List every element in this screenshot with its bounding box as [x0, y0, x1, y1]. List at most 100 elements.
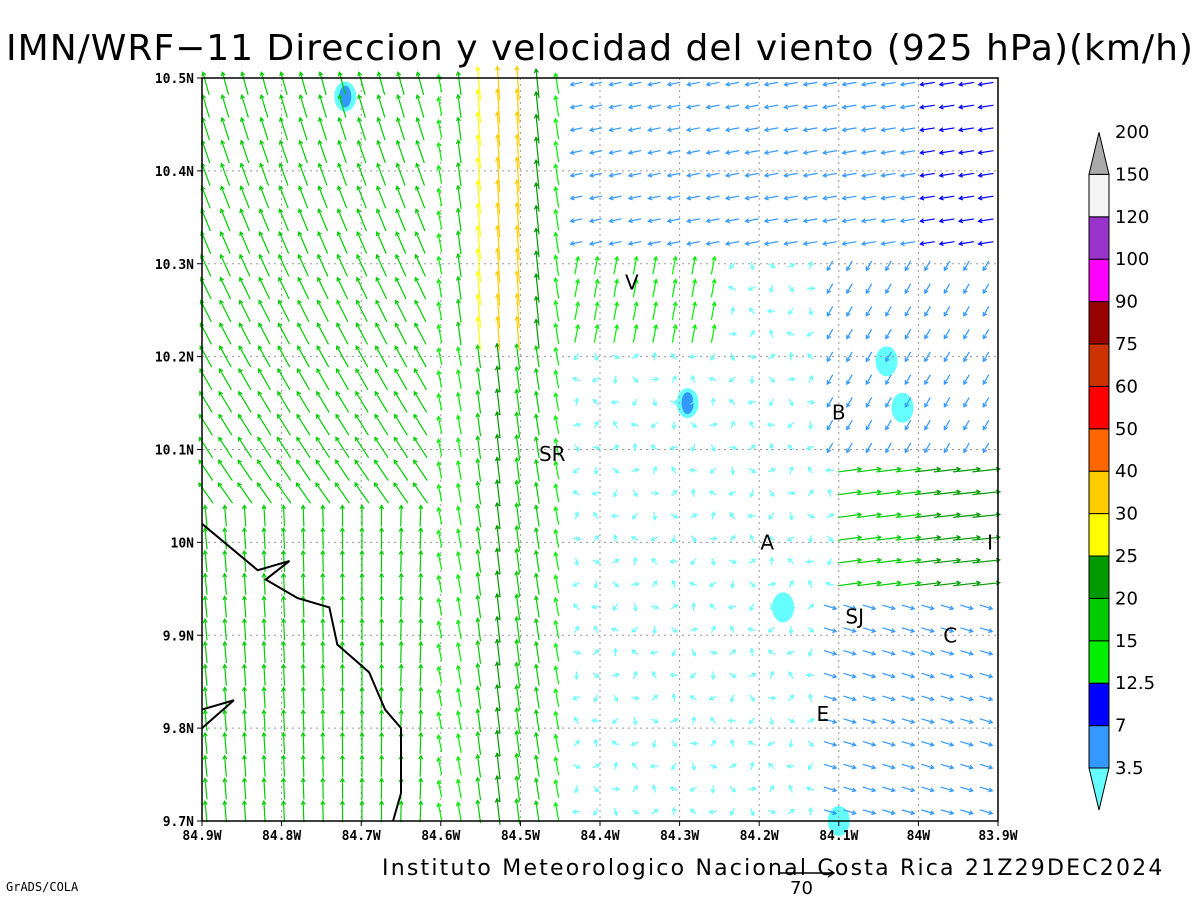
- wind-arrow: [768, 353, 776, 360]
- wind-arrow-shaft: [535, 596, 540, 618]
- wind-arrow: [823, 809, 838, 816]
- wind-arrow: [281, 640, 287, 663]
- wind-arrow-shaft: [277, 368, 291, 391]
- wind-arrow: [650, 422, 658, 428]
- wind-arrow: [436, 141, 443, 161]
- wind-arrow-head: [651, 743, 657, 749]
- wind-arrow: [320, 800, 326, 823]
- wind-arrow: [320, 617, 326, 641]
- wind-arrow-shaft: [837, 468, 862, 473]
- wind-arrow: [862, 627, 877, 634]
- wind-arrow-head: [729, 512, 735, 518]
- wind-arrow-head: [654, 376, 660, 382]
- wind-arrow: [398, 595, 404, 618]
- wind-arrow-head: [533, 136, 539, 142]
- wind-arrow: [686, 104, 700, 110]
- wind-arrow-shaft: [377, 140, 386, 164]
- wind-arrow-shaft: [729, 785, 736, 793]
- wind-arrow-head: [688, 354, 694, 360]
- wind-arrow-head: [220, 93, 226, 100]
- wind-arrow: [686, 172, 700, 178]
- wind-arrow-shaft: [535, 251, 540, 281]
- wind-arrow: [375, 208, 387, 232]
- wind-arrow-shaft: [319, 94, 327, 118]
- wind-arrow-head: [553, 322, 559, 328]
- wind-arrow-head: [957, 241, 964, 247]
- wind-arrow-shaft: [652, 256, 657, 275]
- wind-arrow: [222, 663, 228, 686]
- wind-arrow-head: [300, 572, 306, 578]
- wind-arrow-head: [949, 605, 955, 611]
- wind-arrow-head: [871, 605, 877, 611]
- wind-arrow: [588, 195, 603, 201]
- wind-arrow: [880, 81, 896, 87]
- wind-arrow: [709, 422, 718, 428]
- wind-arrow: [475, 202, 482, 237]
- wind-arrow: [553, 483, 560, 503]
- wind-arrow-head: [415, 139, 421, 145]
- coastline: [201, 523, 402, 822]
- wind-arrow-shaft: [554, 73, 560, 94]
- wind-arrow: [940, 695, 955, 702]
- wind-arrow-head: [259, 71, 265, 77]
- wind-arrow-shaft: [857, 468, 881, 473]
- wind-arrow-shaft: [803, 150, 818, 154]
- wind-arrow-head: [957, 104, 964, 110]
- wind-arrow-head: [929, 787, 935, 793]
- wind-arrow-shaft: [570, 104, 583, 109]
- wind-arrow-shaft: [476, 226, 482, 260]
- wind-arrow-head: [475, 639, 481, 646]
- wind-arrow-head: [553, 778, 559, 785]
- wind-arrow: [613, 323, 620, 343]
- wind-arrow-shaft: [690, 558, 697, 565]
- wind-arrow: [219, 253, 231, 277]
- wind-arrow: [880, 104, 896, 110]
- wind-arrow-head: [281, 504, 287, 510]
- wind-arrow-head: [652, 351, 658, 357]
- wind-arrow-shaft: [457, 574, 462, 594]
- wind-arrow-head: [943, 448, 949, 454]
- wind-arrow-shaft: [589, 195, 603, 200]
- wind-arrow: [953, 580, 982, 587]
- wind-arrow-head: [436, 574, 442, 580]
- wind-arrow: [455, 619, 462, 640]
- wind-arrow-shaft: [865, 260, 873, 271]
- wind-arrow-shaft: [437, 393, 443, 411]
- wind-arrow: [258, 299, 271, 322]
- wind-arrow-shaft: [881, 241, 896, 245]
- wind-arrow-head: [277, 299, 283, 305]
- wind-arrow-shaft: [243, 778, 247, 800]
- wind-arrow-head: [929, 673, 935, 679]
- wind-arrow-shaft: [201, 186, 211, 209]
- wind-arrow-shaft: [725, 150, 740, 154]
- wind-arrow-head: [576, 650, 582, 656]
- wind-arrow: [963, 351, 970, 363]
- wind-arrow-shaft: [416, 94, 425, 118]
- wind-arrow-shaft: [592, 559, 600, 564]
- wind-arrow-shaft: [706, 104, 720, 109]
- wind-arrow-shaft: [628, 81, 642, 86]
- wind-arrow-head: [277, 276, 283, 282]
- wind-arrow: [336, 345, 349, 368]
- wind-arrow-head: [789, 401, 794, 407]
- wind-arrow: [749, 329, 755, 338]
- wind-arrow-shaft: [691, 324, 696, 343]
- wind-arrow-shaft: [573, 490, 580, 496]
- wind-arrow: [940, 718, 955, 725]
- wind-arrow: [222, 504, 228, 527]
- wind-arrow-head: [553, 254, 559, 260]
- wind-arrow-shaft: [375, 277, 388, 300]
- wind-arrow-head: [514, 456, 520, 462]
- wind-arrow: [724, 218, 740, 224]
- wind-arrow-head: [298, 185, 303, 191]
- wind-arrow-shaft: [963, 306, 970, 317]
- wind-arrow-shaft: [710, 256, 716, 275]
- wind-arrow-head: [475, 503, 481, 509]
- wind-arrow-head: [880, 81, 886, 87]
- wind-arrow: [769, 556, 775, 566]
- wind-arrow: [769, 716, 775, 726]
- wind-arrow: [882, 786, 896, 793]
- wind-arrow: [355, 276, 368, 300]
- wind-arrow-shaft: [972, 513, 1000, 518]
- wind-arrow: [592, 672, 600, 679]
